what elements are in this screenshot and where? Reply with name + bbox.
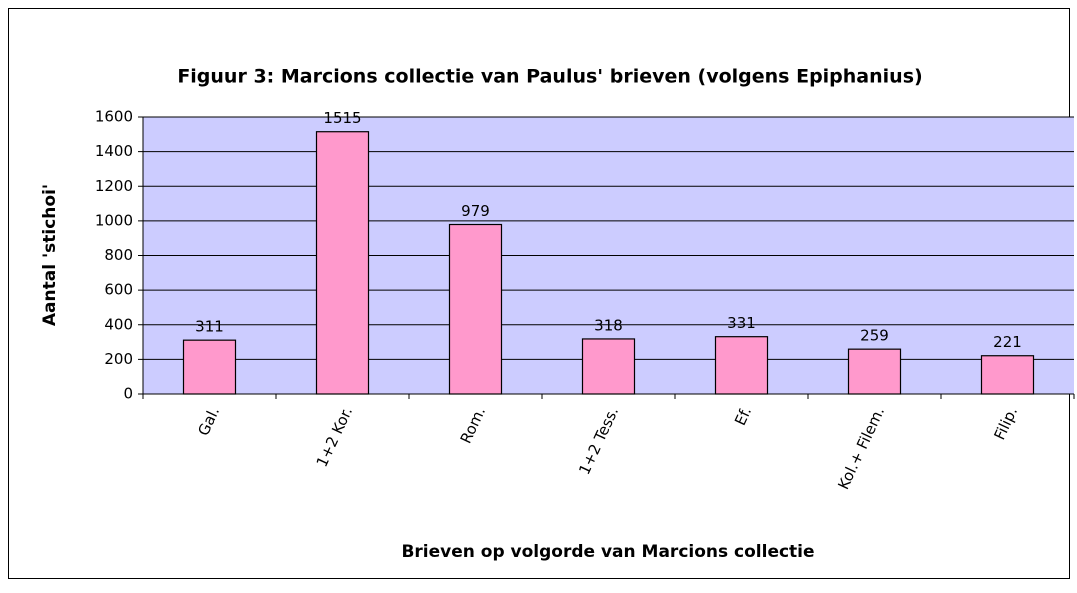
bar: [714, 336, 769, 395]
y-tick-label: 800: [104, 246, 133, 264]
y-tick-label: 400: [104, 315, 133, 333]
data-label: 318: [594, 316, 623, 334]
y-tick-label: 1200: [95, 177, 133, 195]
y-tick-label: 1400: [95, 142, 133, 160]
y-tick-label: 1600: [95, 108, 133, 126]
y-tick-label: 0: [123, 385, 133, 403]
data-label: 259: [860, 327, 889, 345]
x-axis-title: Brieven op volgorde van Marcions collect…: [401, 542, 814, 562]
y-axis-title: Aantal 'stichoi': [40, 184, 60, 326]
data-label: 1515: [323, 109, 361, 127]
data-label: 331: [727, 314, 756, 332]
y-tick-label: 200: [104, 350, 133, 368]
data-label: 221: [993, 333, 1022, 351]
data-label: 979: [461, 202, 490, 220]
bar: [847, 348, 902, 395]
y-tick-label: 600: [104, 281, 133, 299]
bar: [315, 131, 370, 395]
bar: [448, 223, 503, 395]
data-label: 311: [195, 318, 224, 336]
bar: [182, 339, 237, 395]
chart-title: Figuur 3: Marcions collectie van Paulus'…: [177, 66, 922, 88]
y-tick-label: 1000: [95, 211, 133, 229]
bar: [980, 355, 1035, 395]
bar: [581, 338, 636, 395]
